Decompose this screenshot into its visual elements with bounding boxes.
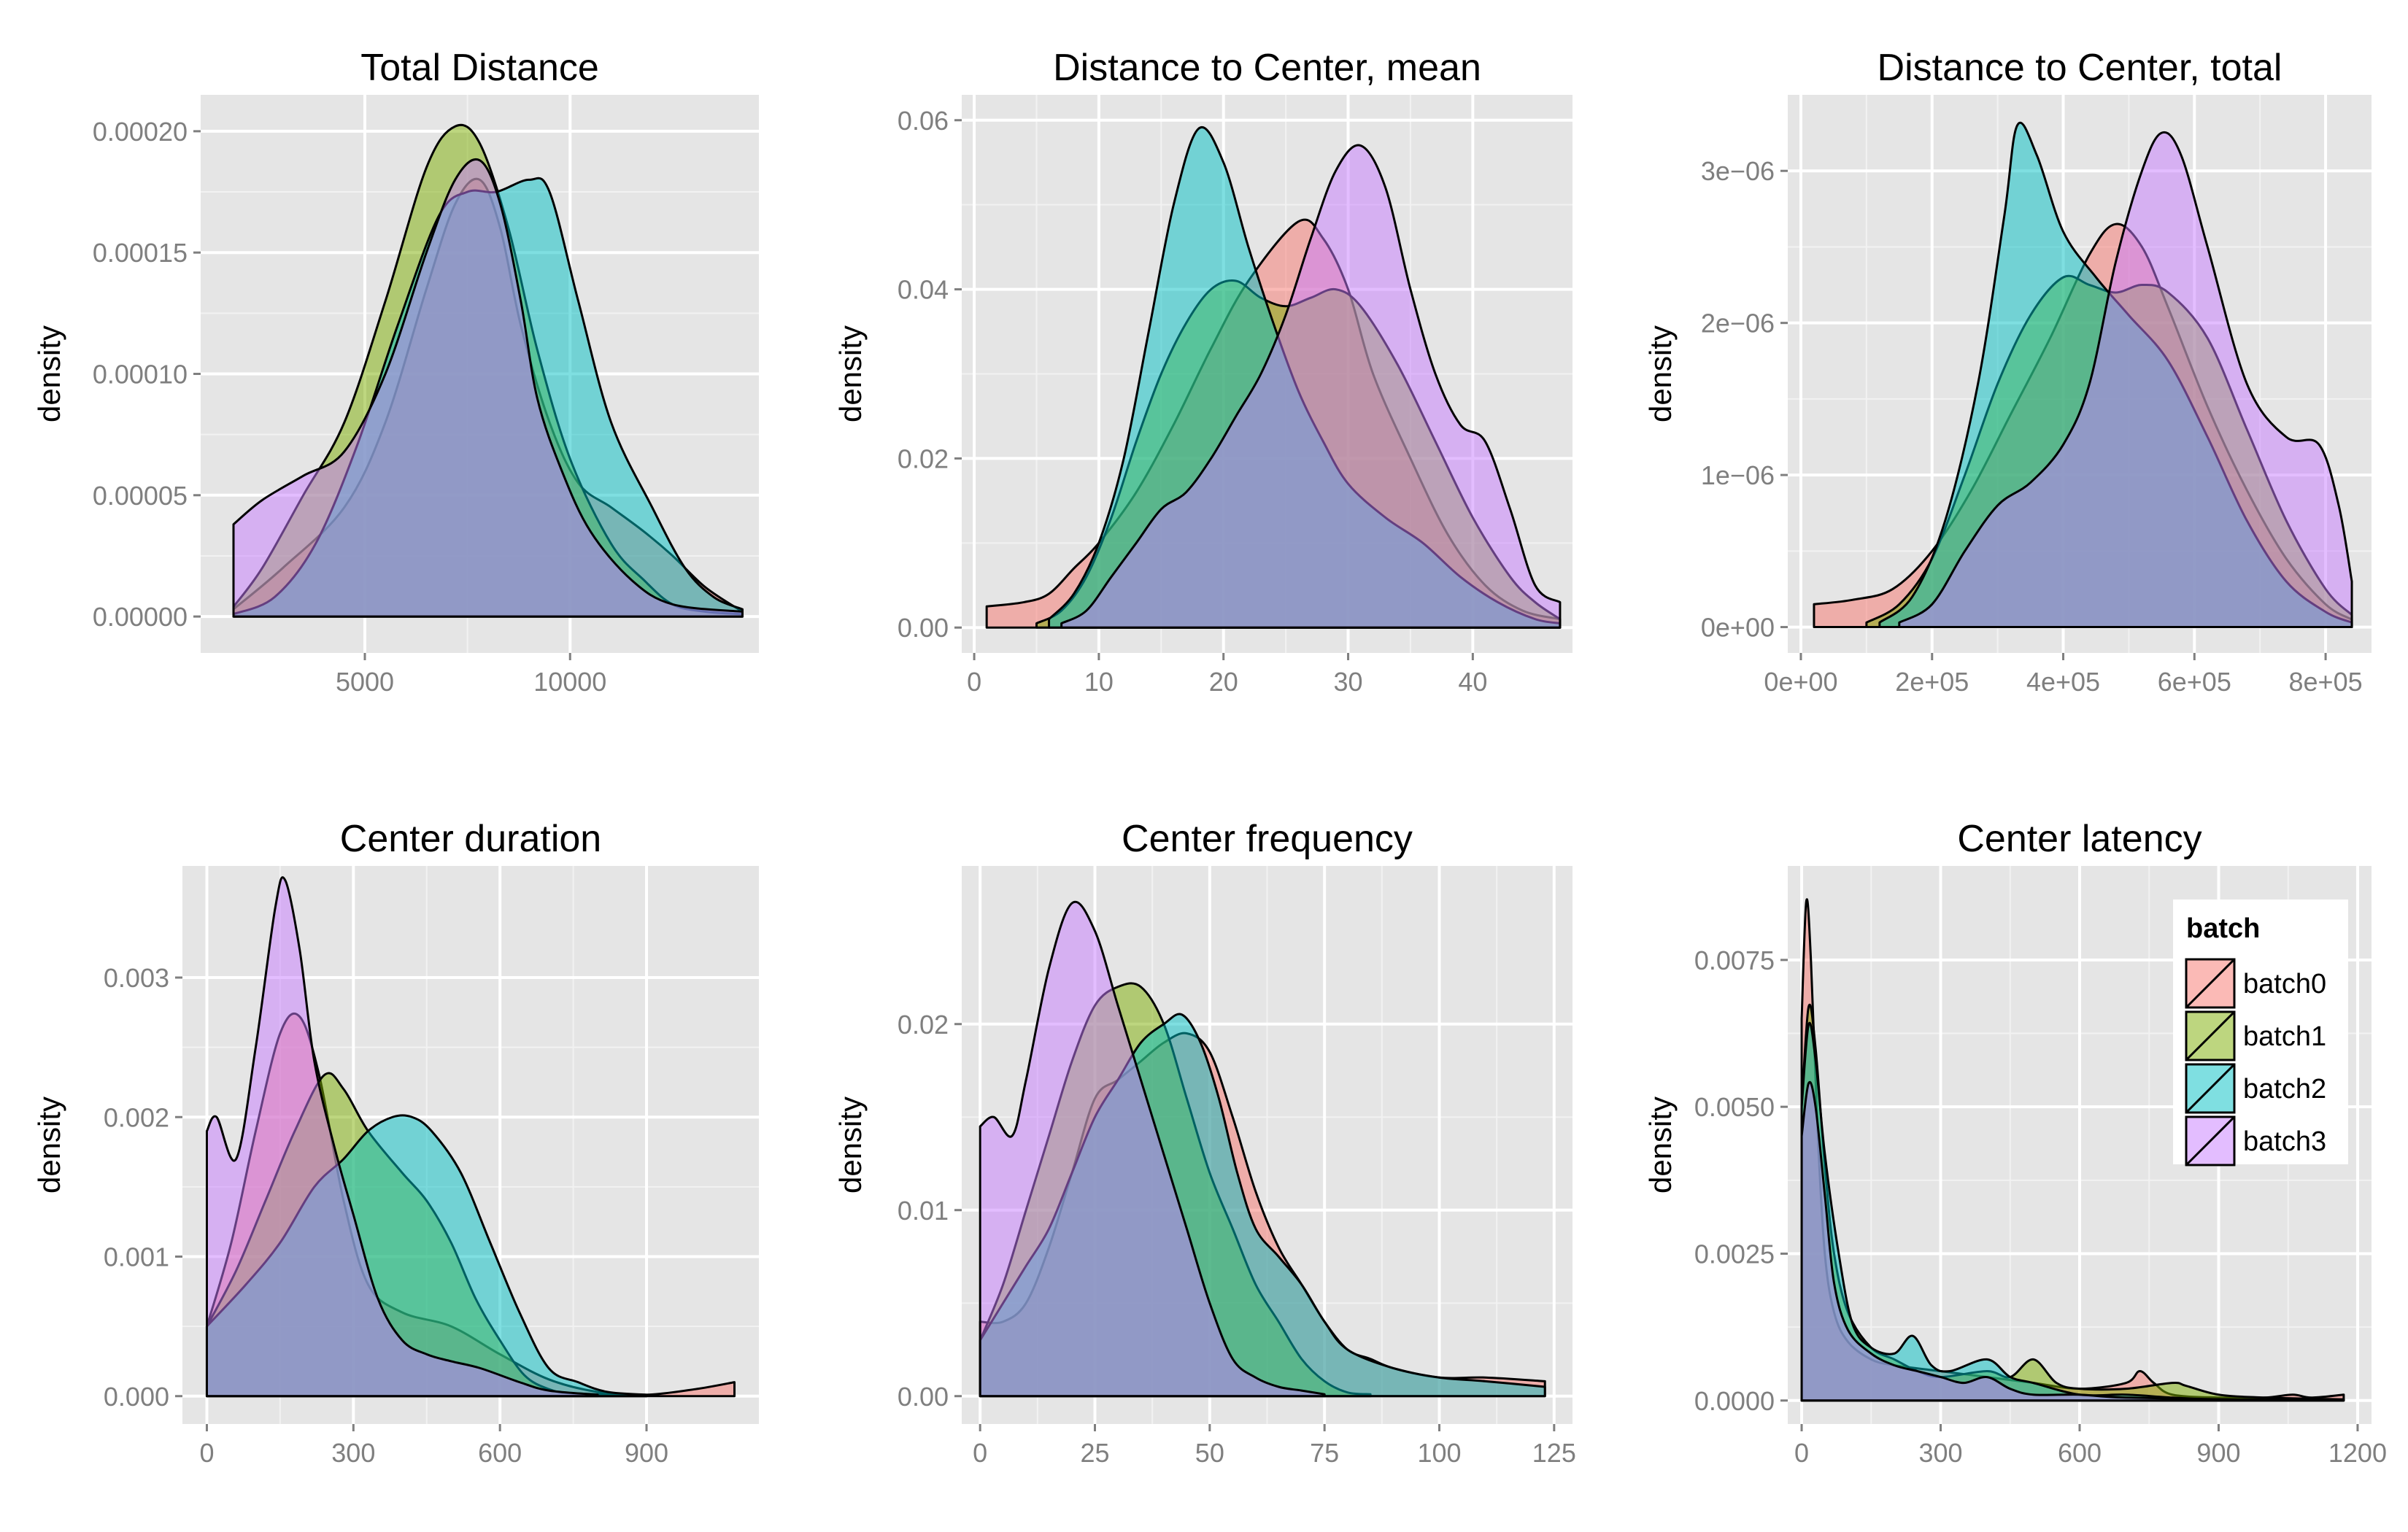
y-tick-label: 0.0075 [1694, 945, 1775, 975]
y-tick-label: 0.00 [898, 1382, 949, 1412]
legend-slash [2185, 1063, 2236, 1114]
y-tick-label: 0.0000 [1694, 1386, 1775, 1416]
x-tick-label: 5000 [336, 667, 394, 697]
density-area-batch3 [1800, 1080, 2345, 1402]
x-tick-label: 4e+05 [2026, 667, 2100, 697]
panel-title: Center frequency [1122, 818, 1413, 860]
density-areas [979, 900, 1546, 1398]
y-tick-label: 3e−06 [1701, 156, 1775, 186]
legend: batch batch0 batch1 batch2 batch3 [2173, 900, 2348, 1167]
panel-4: 0 300 600 900 0.000 0.001 0.002 0.003 Center dur… [32, 818, 759, 1468]
y-axis-label: density [32, 1096, 66, 1194]
panel-title: Distance to Center, total [1878, 47, 2282, 89]
y-tick-label: 0.000 [104, 1382, 169, 1412]
legend-key-batch2 [2185, 1063, 2236, 1114]
x-tick-label: 50 [1195, 1438, 1224, 1468]
x-tick-label: 0e+00 [1764, 667, 1837, 697]
panel-title: Center duration [340, 818, 601, 860]
density-area-batch3 [1898, 131, 2353, 629]
y-tick-label: 0.0025 [1694, 1239, 1775, 1269]
x-tick-label: 900 [2196, 1438, 2240, 1468]
x-tick-label: 30 [1334, 667, 1363, 697]
panel-title: Distance to Center, mean [1053, 47, 1481, 89]
x-tick-label: 0 [1794, 1438, 1809, 1468]
y-tick-label: 0.06 [898, 106, 949, 136]
legend-label: batch3 [2243, 1126, 2326, 1157]
density-area-batch3 [232, 158, 744, 618]
x-tick-label: 6e+05 [2158, 667, 2231, 697]
density-area-batch3 [979, 900, 1326, 1398]
density-areas [205, 876, 736, 1398]
y-tick-label: 0.00005 [93, 481, 188, 511]
x-tick-label: 100 [1417, 1438, 1461, 1468]
y-tick-label: 0.00010 [93, 360, 188, 390]
legend-slash [2185, 1115, 2236, 1167]
density-areas [1813, 122, 2353, 629]
x-tick-label: 25 [1080, 1438, 1109, 1468]
x-tick-label: 125 [1532, 1438, 1576, 1468]
legend-slash [2185, 958, 2236, 1009]
panel-3: 0e+00 2e+05 4e+05 6e+05 8e+05 0e+00 1e−06 2e−06… [1643, 47, 2372, 697]
density-area-batch3 [1060, 144, 1562, 629]
legend-label: batch2 [2243, 1074, 2326, 1104]
x-tick-label: 2e+05 [1895, 667, 1969, 697]
density-areas [232, 123, 744, 618]
x-tick-label: 10000 [533, 667, 606, 697]
y-axis-label: density [1643, 1096, 1678, 1194]
y-tick-label: 0.00 [898, 613, 949, 643]
x-tick-label: 0 [199, 1438, 214, 1468]
y-tick-label: 0e+00 [1701, 613, 1775, 643]
x-tick-label: 75 [1310, 1438, 1339, 1468]
x-tick-label: 1200 [2328, 1438, 2387, 1468]
x-tick-label: 0 [967, 667, 981, 697]
y-tick-label: 0.001 [104, 1242, 169, 1272]
y-axis-label: density [833, 1096, 868, 1194]
y-axis-label: density [833, 325, 868, 422]
y-tick-label: 0.00000 [93, 602, 188, 632]
x-tick-label: 900 [625, 1438, 668, 1468]
x-tick-label: 0 [973, 1438, 987, 1468]
panel-title: Center latency [1957, 818, 2201, 860]
y-tick-label: 0.02 [898, 444, 949, 473]
legend-title: batch [2186, 913, 2260, 944]
y-tick-label: 0.00015 [93, 238, 188, 268]
y-tick-label: 0.003 [104, 963, 169, 993]
x-tick-label: 600 [478, 1438, 522, 1468]
x-tick-label: 20 [1209, 667, 1238, 697]
density-areas [985, 126, 1562, 629]
y-axis-label: density [1643, 325, 1678, 422]
panel-5: 0 25 50 75 100 125 0.00 0.01 0.02 Center frequenc… [833, 818, 1576, 1468]
panel-2: 0 10 20 30 40 0.00 0.02 0.04 0.06 Distance to Cen… [833, 47, 1572, 697]
x-tick-label: 300 [1918, 1438, 1962, 1468]
y-axis-label: density [32, 325, 66, 422]
y-tick-label: 0.04 [898, 275, 949, 305]
density-area-batch3 [205, 876, 599, 1398]
x-tick-label: 8e+05 [2289, 667, 2363, 697]
panel-title: Total Distance [360, 47, 599, 89]
x-tick-label: 10 [1084, 667, 1114, 697]
x-tick-label: 600 [2058, 1438, 2102, 1468]
legend-label: batch1 [2243, 1021, 2326, 1052]
y-tick-label: 0.01 [898, 1196, 949, 1226]
legend-key-batch3 [2185, 1115, 2236, 1167]
legend-slash [2185, 1010, 2236, 1061]
y-tick-label: 0.002 [104, 1102, 169, 1132]
density-areas [1800, 898, 2345, 1402]
legend-key-batch1 [2185, 1010, 2236, 1061]
y-tick-label: 0.00020 [93, 117, 188, 147]
y-tick-label: 0.0050 [1694, 1092, 1775, 1122]
panel-1: 5000 10000 0.00000 0.00005 0.00010 0.00015 0.0… [32, 47, 759, 697]
legend-key-batch0 [2185, 958, 2236, 1009]
y-tick-label: 1e−06 [1701, 460, 1775, 490]
x-tick-label: 300 [331, 1438, 375, 1468]
y-tick-label: 0.02 [898, 1010, 949, 1040]
legend-label: batch0 [2243, 969, 2326, 999]
y-tick-label: 2e−06 [1701, 309, 1775, 338]
x-tick-label: 40 [1458, 667, 1487, 697]
